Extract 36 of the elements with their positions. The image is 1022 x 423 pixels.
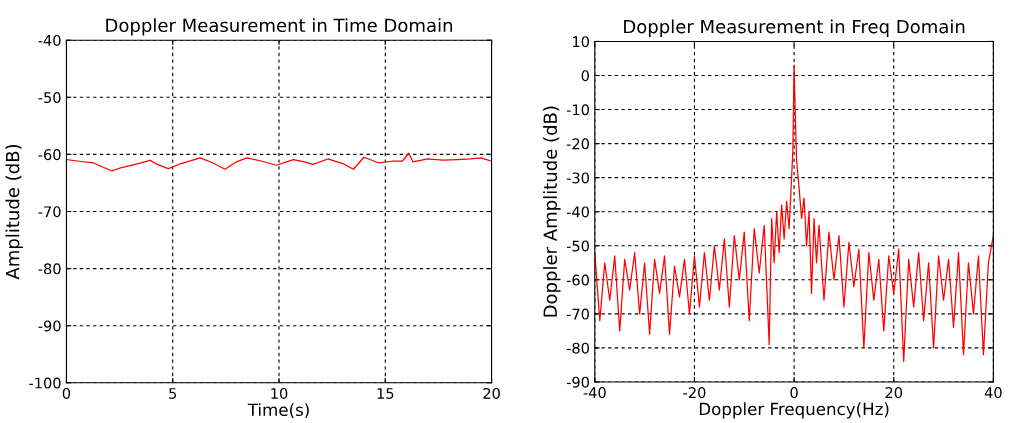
y-tick-label: -70	[566, 308, 589, 320]
x-axis-title: Doppler Frequency(Hz)	[699, 402, 889, 419]
chart-title: Doppler Measurement in Time Domain	[106, 18, 452, 36]
y-tick-label: -90	[566, 376, 589, 388]
line-series	[594, 64, 994, 363]
y-tick-label: 0	[581, 70, 589, 82]
y-tick-label: -60	[38, 149, 61, 161]
y-tick-label: -40	[566, 206, 589, 218]
y-tick-label: -20	[566, 138, 589, 150]
x-tick-label: 5	[169, 388, 177, 399]
x-tick-label: -20	[683, 387, 706, 399]
x-tick-label: 15	[377, 388, 394, 399]
y-tick-label: -10	[566, 104, 589, 116]
y-tick-label: 10	[572, 36, 589, 48]
y-axis-title: Doppler Amplitude (dB)	[543, 106, 561, 317]
y-axis-title: Amplitude (dB)	[5, 144, 23, 280]
y-tick-label: -70	[38, 206, 61, 218]
line-series	[66, 152, 492, 172]
x-axis-title: Time(s)	[247, 403, 309, 419]
x-tick-label: -40	[583, 387, 606, 399]
x-tick-label: 0	[62, 387, 71, 399]
y-tick-label: -50	[38, 92, 61, 104]
chart-title: Doppler Measurement in Freq Domain	[624, 19, 965, 37]
y-tick-label: -40	[38, 34, 61, 46]
y-tick-label: -60	[566, 274, 589, 286]
y-tick-label: -30	[566, 172, 589, 184]
x-tick-label: 10	[271, 387, 288, 399]
x-tick-label: 20	[483, 387, 500, 399]
x-tick-label: 20	[885, 387, 903, 399]
y-tick-label: -50	[566, 240, 589, 252]
x-tick-label: 40	[984, 387, 1002, 399]
y-tick-label: -80	[38, 263, 61, 275]
y-tick-label: -100	[29, 377, 61, 389]
y-tick-label: -90	[38, 320, 61, 332]
y-tick-label: -80	[566, 342, 589, 354]
x-tick-label: 0	[790, 387, 798, 399]
